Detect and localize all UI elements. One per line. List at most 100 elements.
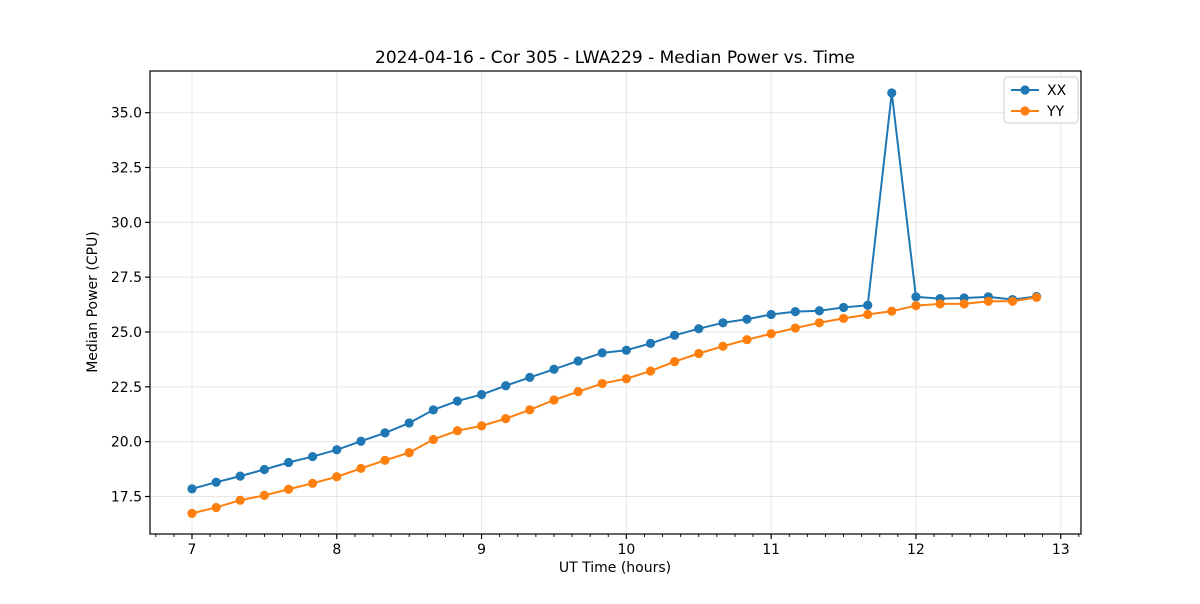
data-point-xx [669, 330, 680, 340]
data-point-xx [476, 389, 487, 400]
data-point-yy [1007, 296, 1018, 306]
data-point-yy [307, 478, 318, 488]
series-line-yy [191, 296, 1037, 515]
data-point-yy [790, 323, 800, 333]
data-point-xx [863, 300, 873, 310]
legend-marker-xx [1020, 85, 1030, 95]
x-tick-label: 8 [332, 542, 341, 558]
data-point-yy [187, 508, 197, 518]
data-point-yy [959, 299, 969, 309]
data-point-xx [283, 457, 294, 468]
y-tick-label: 25.0 [111, 325, 142, 341]
legend-label-xx: XX [1047, 83, 1067, 99]
x-tick-label: 11 [762, 542, 780, 558]
data-point-xx [645, 338, 656, 349]
x-tick-label: 13 [1052, 542, 1070, 558]
data-point-xx [790, 307, 800, 317]
data-point-yy [549, 395, 559, 405]
data-point-xx [814, 306, 824, 316]
y-tick-label: 27.5 [111, 270, 142, 286]
data-point-yy [838, 313, 849, 324]
data-point-yy [380, 455, 390, 465]
legend-item-yy: YY [1011, 104, 1065, 120]
data-point-xx [452, 396, 462, 406]
data-point-xx [887, 88, 897, 98]
data-point-xx [235, 471, 245, 481]
legend: XX YY [1003, 76, 1079, 124]
series-line-xx [191, 91, 1037, 490]
data-point-yy [983, 296, 993, 306]
data-point-xx [259, 464, 269, 475]
data-point-yy [1031, 292, 1042, 302]
data-point-yy [887, 306, 897, 316]
x-tick-label: 10 [617, 542, 635, 558]
data-point-xx [549, 364, 559, 374]
x-tick-label: 9 [477, 542, 486, 558]
data-point-yy [476, 421, 487, 431]
legend-box [1003, 76, 1079, 124]
data-point-xx [742, 314, 752, 324]
data-point-yy [501, 414, 511, 424]
x-tick-label: 12 [907, 542, 925, 558]
data-point-xx [694, 324, 704, 334]
data-point-xx [597, 348, 607, 358]
data-point-yy [645, 366, 656, 376]
data-point-yy [694, 348, 704, 359]
data-point-xx [211, 477, 221, 487]
data-point-yy [814, 318, 824, 328]
data-point-yy [911, 301, 921, 311]
data-point-yy [404, 448, 414, 458]
y-axis-label: Median Power (CPU) [85, 231, 101, 373]
data-point-xx [766, 309, 776, 320]
y-tick-label: 32.5 [111, 161, 142, 177]
y-tick-label: 20.0 [111, 435, 142, 451]
data-point-xx [838, 302, 849, 313]
legend-label-yy: YY [1046, 104, 1065, 120]
data-point-xx [380, 428, 390, 438]
data-point-yy [525, 405, 535, 415]
data-point-yy [259, 490, 269, 500]
data-point-xx [911, 292, 921, 302]
y-tick-label: 22.5 [111, 380, 142, 396]
data-point-yy [452, 426, 462, 436]
data-point-yy [863, 309, 873, 320]
data-point-xx [404, 418, 414, 428]
plot-frame [149, 70, 1082, 535]
data-point-yy [718, 341, 728, 351]
data-point-xx [621, 345, 631, 355]
y-tick-label: 30.0 [111, 215, 142, 231]
chart-title: 2024-04-16 - Cor 305 - LWA229 - Median P… [375, 48, 855, 68]
data-point-yy [428, 434, 438, 445]
data-point-yy [742, 335, 752, 345]
y-tick-label: 17.5 [111, 489, 142, 505]
legend-item-xx: XX [1011, 83, 1067, 99]
data-point-yy [356, 463, 366, 474]
data-point-xx [573, 356, 583, 366]
y-tick-label: 35.0 [111, 106, 142, 122]
legend-marker-yy [1020, 106, 1030, 116]
data-point-yy [935, 299, 945, 309]
data-point-yy [235, 495, 245, 505]
tick-layer: 7 8 9 10 11 12 13 17.5 20.0 22.5 25.0 27.5 30.0 32.5 3… [111, 106, 1080, 558]
data-point-xx [187, 484, 197, 494]
data-point-yy [573, 387, 583, 397]
data-point-xx [525, 372, 535, 383]
x-axis-label: UT Time (hours) [559, 560, 671, 576]
data-point-yy [332, 472, 342, 482]
data-point-yy [766, 329, 776, 339]
data-point-xx [718, 318, 728, 328]
data-point-yy [597, 378, 607, 389]
data-point-xx [428, 405, 438, 415]
data-point-xx [332, 445, 342, 455]
data-point-yy [211, 502, 221, 513]
data-point-xx [356, 436, 366, 446]
data-point-yy [283, 484, 294, 494]
data-point-xx [501, 381, 511, 391]
data-point-yy [621, 374, 631, 384]
x-tick-label: 7 [188, 542, 197, 558]
series-layer [187, 88, 1042, 518]
data-point-xx [307, 451, 318, 462]
data-point-yy [669, 357, 680, 367]
